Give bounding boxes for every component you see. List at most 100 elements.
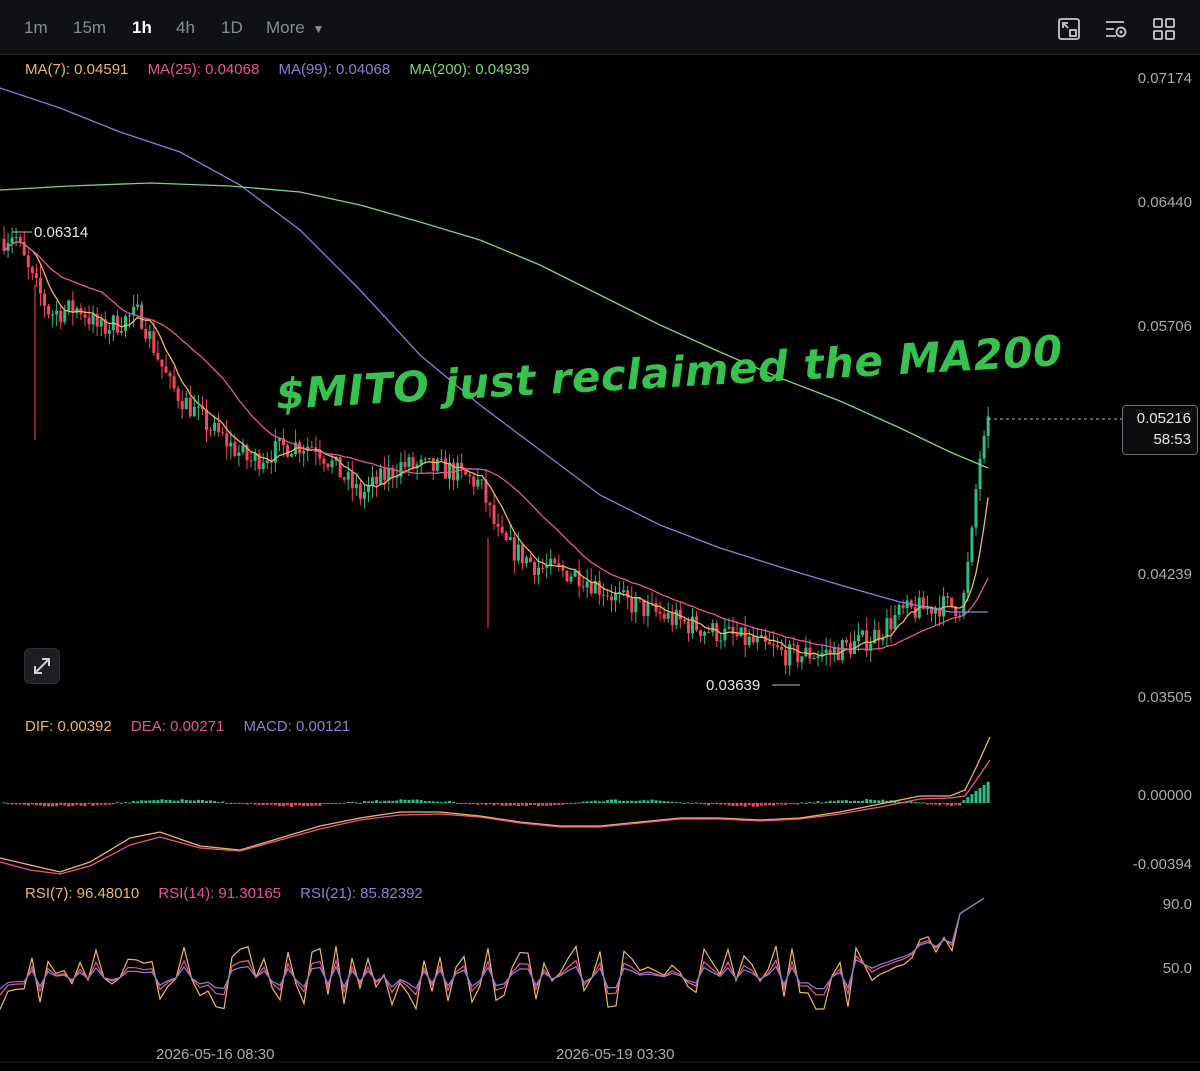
- macd-histogram-bar: [419, 800, 423, 803]
- candle-body: [213, 422, 217, 431]
- macd-histogram-bar: [524, 803, 528, 807]
- ma200-line: [0, 182, 989, 469]
- candle-body: [614, 592, 618, 601]
- macd-histogram-bar: [188, 800, 192, 803]
- macd-histogram-bar: [99, 803, 103, 805]
- macd-histogram-bar: [638, 800, 642, 803]
- candle-body: [776, 645, 780, 648]
- rsi7-value: RSI(7): 96.48010: [25, 885, 140, 902]
- macd-histogram-bar: [950, 803, 954, 807]
- timeframe-1d[interactable]: 1D: [221, 18, 243, 37]
- candle-body: [654, 603, 658, 612]
- macd-histogram-bar: [597, 801, 601, 803]
- candle-body: [180, 400, 184, 410]
- candle-body: [346, 472, 350, 480]
- macd-histogram-bar: [508, 803, 512, 806]
- macd-histogram-bar: [844, 800, 848, 803]
- more-label: More: [266, 18, 305, 37]
- candle-body: [929, 606, 933, 614]
- macd-histogram-bar: [938, 803, 942, 806]
- macd-histogram-bar: [330, 803, 334, 804]
- macd-histogram-bar: [180, 799, 184, 803]
- macd-histogram-bar: [601, 801, 605, 803]
- candle-body: [751, 636, 755, 643]
- chart-type-icon[interactable]: [1057, 17, 1081, 41]
- macd-histogram-bar: [407, 799, 411, 803]
- candle-body: [55, 310, 59, 315]
- candle-body: [788, 644, 792, 666]
- candle-body: [848, 642, 852, 654]
- macd-histogram-bar: [723, 803, 727, 805]
- candle-body: [176, 388, 180, 401]
- rsi7-line: [0, 897, 985, 1011]
- candle-body: [448, 462, 451, 479]
- macd-histogram-bar: [371, 801, 375, 803]
- macd-panel: [0, 736, 995, 875]
- candle-body: [326, 463, 330, 468]
- macd-histogram-bar: [443, 801, 447, 803]
- timeframe-4h[interactable]: 4h: [176, 18, 195, 37]
- candle-body: [375, 476, 379, 485]
- macd-histogram-bar: [857, 800, 861, 803]
- macd-histogram-bar: [662, 801, 666, 803]
- candle-body: [83, 314, 87, 318]
- macd-histogram-bar: [342, 802, 346, 804]
- macd-histogram-bar: [387, 800, 391, 803]
- candle-body: [970, 527, 974, 562]
- expand-icon: [34, 658, 50, 674]
- candle-body: [662, 613, 666, 619]
- macd-histogram-bar: [516, 803, 520, 806]
- rsi14-value: RSI(14): 91.30165: [158, 885, 281, 902]
- macd-histogram-bar: [695, 802, 699, 804]
- candle-body: [796, 644, 800, 663]
- macd-histogram-bar: [253, 803, 257, 805]
- macd-histogram-bar: [38, 803, 42, 806]
- macd-histogram-bar: [537, 803, 541, 807]
- timeframe-1m[interactable]: 1m: [24, 18, 48, 37]
- layout-grid-icon[interactable]: [1152, 17, 1176, 41]
- candle-body: [816, 656, 820, 658]
- macd-histogram-bar: [569, 803, 573, 805]
- candle-body: [221, 432, 225, 434]
- timeframe-1h[interactable]: 1h: [132, 18, 152, 37]
- candle-body: [743, 627, 747, 646]
- candle-body: [986, 416, 990, 436]
- macd-histogram-bar: [399, 799, 403, 803]
- candle-body: [873, 629, 877, 644]
- macd-histogram-bar: [164, 799, 168, 803]
- candle-body: [772, 644, 775, 646]
- candle-body: [966, 561, 970, 593]
- macd-histogram-bar: [970, 794, 974, 803]
- macd-histogram-bar: [861, 800, 865, 803]
- fullscreen-button[interactable]: [24, 648, 60, 684]
- macd-histogram-bar: [213, 801, 217, 803]
- candle-body: [492, 505, 496, 524]
- macd-histogram-bar: [913, 801, 917, 803]
- macd-histogram-bar: [464, 803, 468, 804]
- macd-histogram-bar: [160, 799, 164, 803]
- indicator-settings-icon[interactable]: [1104, 17, 1128, 41]
- candle-body: [107, 330, 111, 334]
- macd-histogram-bar: [711, 803, 715, 805]
- more-timeframes-dropdown[interactable]: More ▼: [266, 18, 324, 38]
- candle-body: [67, 300, 71, 311]
- candle-body: [383, 468, 387, 481]
- macd-histogram-bar: [816, 801, 820, 803]
- macd-histogram-bar: [577, 802, 581, 804]
- candle-body: [881, 637, 885, 641]
- macd-histogram-bar: [496, 803, 500, 805]
- macd-histogram-bar: [302, 803, 306, 807]
- ma7-line: [3, 241, 989, 657]
- candle-body: [865, 630, 869, 651]
- macd-histogram-bar: [642, 800, 646, 803]
- candle-body: [731, 627, 735, 634]
- macd-histogram-bar: [784, 803, 788, 805]
- macd-histogram-bar: [865, 799, 869, 803]
- timeframe-15m[interactable]: 15m: [73, 18, 107, 37]
- macd-histogram-bar: [350, 801, 354, 803]
- candle-body: [658, 611, 662, 614]
- macd-histogram-bar: [326, 803, 330, 805]
- candle-body: [103, 319, 107, 334]
- candle-body: [844, 640, 848, 643]
